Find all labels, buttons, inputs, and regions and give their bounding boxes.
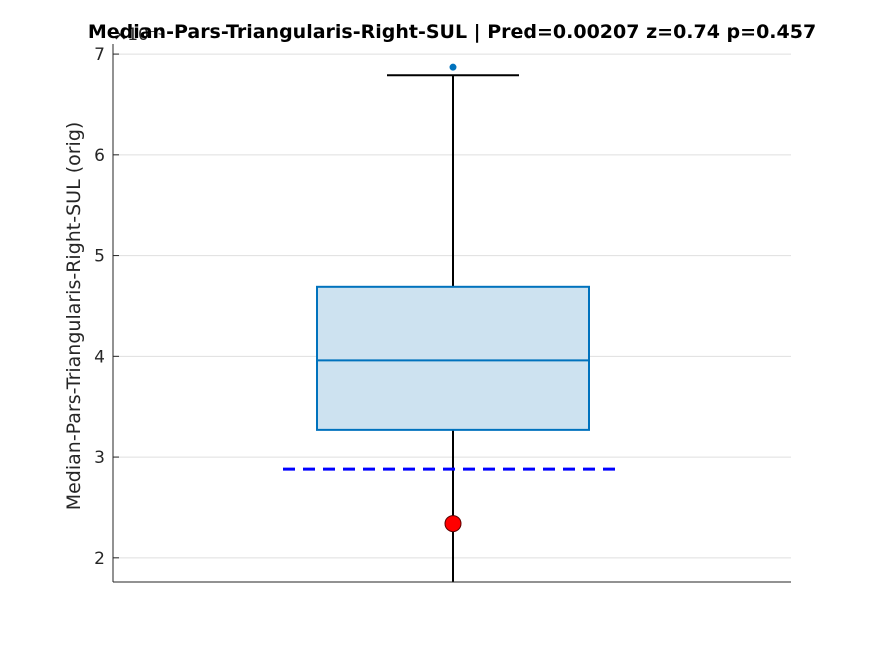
plot-marks bbox=[283, 63, 623, 582]
y-tick-label: 7 bbox=[94, 45, 105, 65]
y-tick-label: 2 bbox=[94, 549, 105, 569]
y-tick-label: 4 bbox=[94, 347, 105, 367]
axes bbox=[112, 44, 791, 583]
y-tick-label: 3 bbox=[94, 448, 105, 468]
subject-value-point bbox=[444, 515, 462, 533]
outlier-point bbox=[449, 63, 457, 71]
chart-title: Median-Pars-Triangularis-Right-SUL | Pre… bbox=[88, 21, 816, 43]
y-exponent-label: ×10⁻³ bbox=[113, 25, 165, 45]
y-tick-label: 6 bbox=[94, 146, 105, 166]
y-ticks: 2 3 4 5 6 7 bbox=[94, 45, 119, 569]
y-tick-label: 5 bbox=[94, 247, 105, 267]
y-axis-label: Median-Pars-Triangularis-Right-SUL (orig… bbox=[63, 122, 85, 511]
iqr-box bbox=[316, 285, 590, 431]
